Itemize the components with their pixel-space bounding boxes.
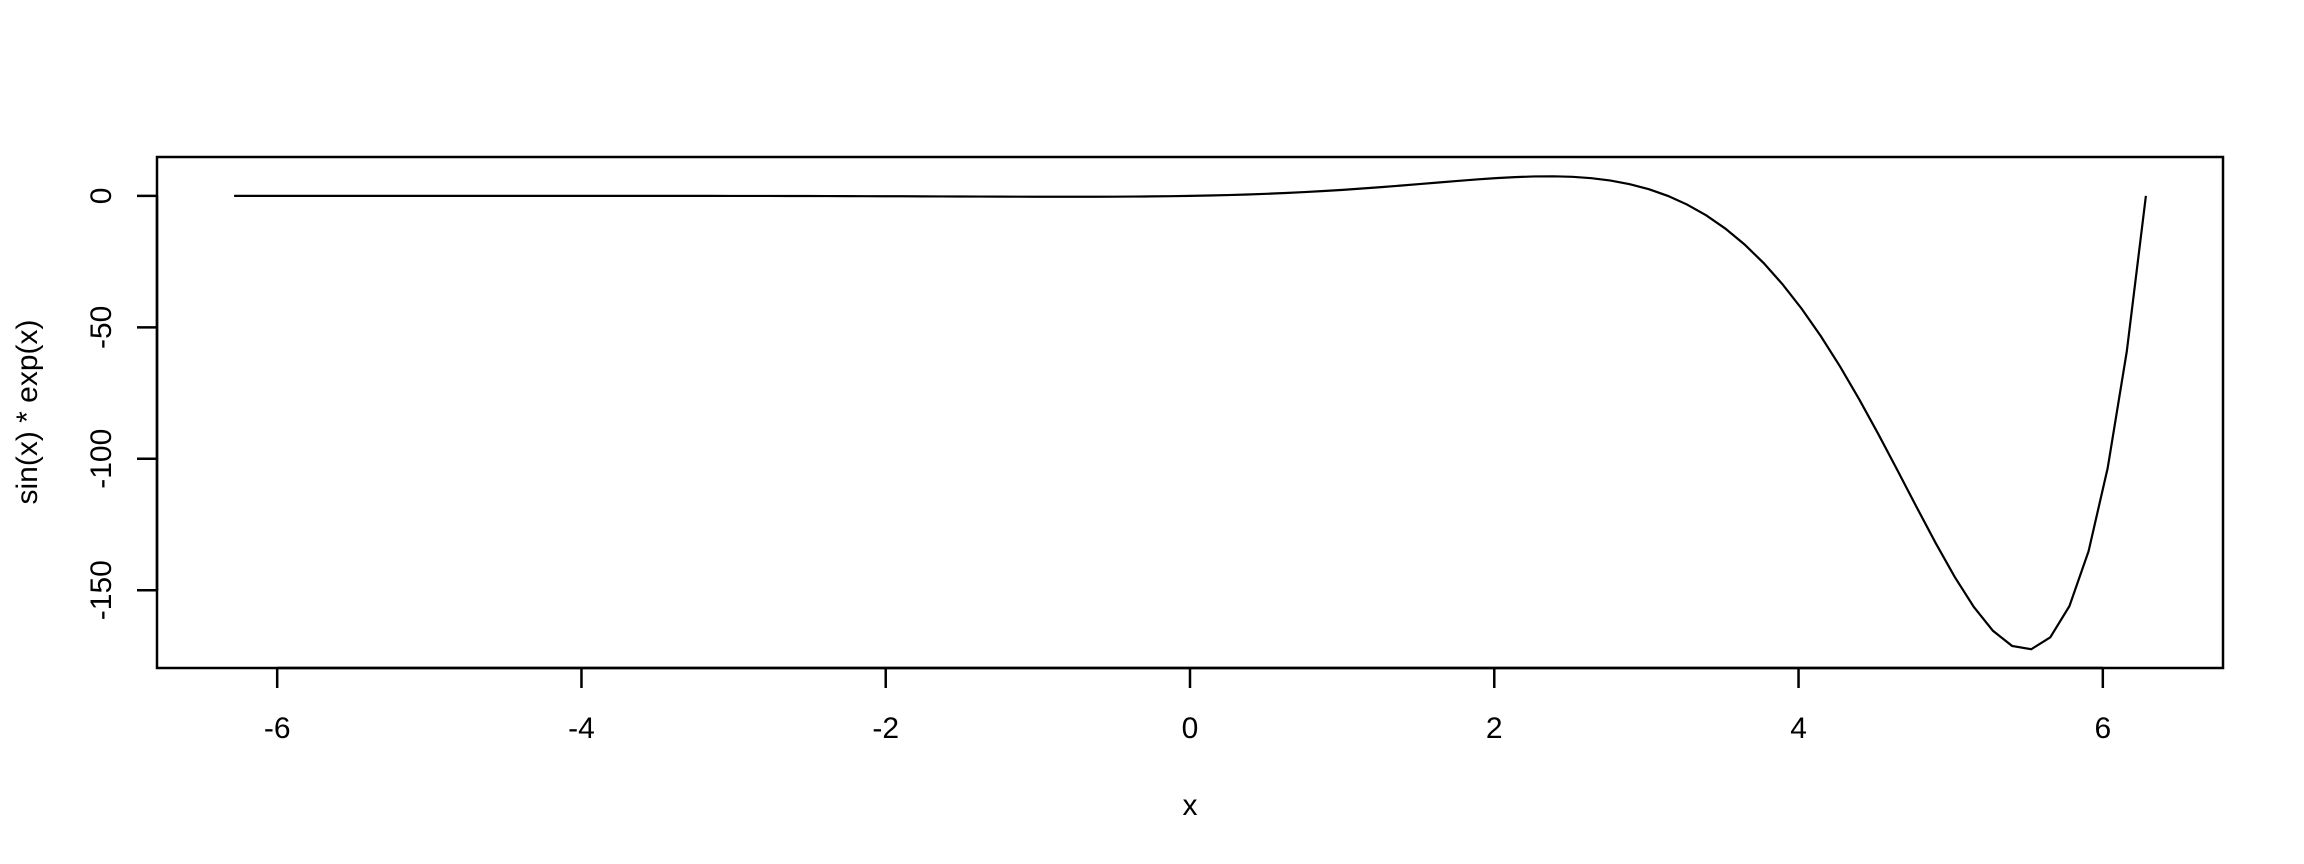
x-axis-label: x — [1183, 789, 1198, 822]
y-tick-label: -100 — [85, 429, 118, 489]
y-tick-label: -50 — [85, 306, 118, 349]
x-tick-label: 4 — [1790, 712, 1807, 745]
x-axis: -6 -4 -2 0 2 4 6 — [264, 666, 2111, 745]
y-tick-label: -150 — [85, 560, 118, 620]
x-tick-label: 6 — [2094, 712, 2111, 745]
x-tick-label: 0 — [1182, 712, 1199, 745]
y-axis: 0 -50 -100 -150 — [85, 188, 159, 620]
plot-frame — [155, 155, 2225, 670]
x-tick-label: 2 — [1486, 712, 1503, 745]
x-tick-label: -4 — [568, 712, 595, 745]
y-axis-label: sin(x) * exp(x) — [11, 319, 44, 504]
x-tick-label: -6 — [264, 712, 291, 745]
series-line — [234, 175, 2147, 651]
x-tick-label: -2 — [872, 712, 899, 745]
y-tick-label: 0 — [85, 188, 118, 205]
